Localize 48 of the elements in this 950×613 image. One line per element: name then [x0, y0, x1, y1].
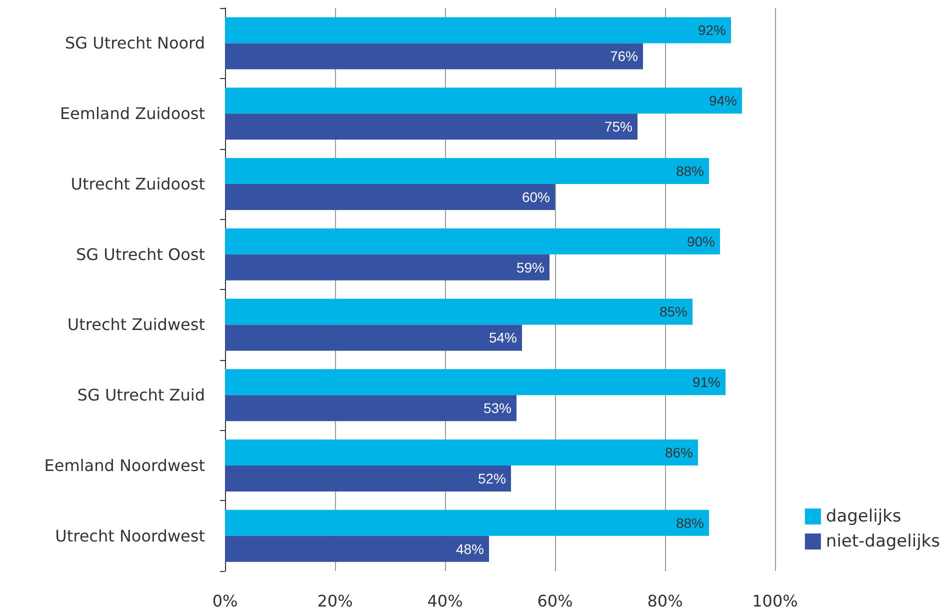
bar	[225, 298, 692, 325]
y-tick-label: SG Utrecht Zuid	[77, 386, 205, 405]
data-label: 59%	[516, 259, 544, 276]
legend-label: dagelijks	[826, 506, 902, 526]
data-label: 88%	[676, 162, 704, 179]
bar	[225, 17, 731, 44]
data-label: 60%	[522, 188, 550, 205]
x-tick-label: 80%	[647, 592, 683, 610]
y-tick-label: Eemland Noordwest	[44, 456, 205, 475]
data-label: 53%	[483, 400, 512, 416]
bar	[225, 158, 709, 184]
bar	[225, 228, 720, 254]
bar	[225, 184, 555, 210]
bar	[225, 439, 698, 466]
data-label: 52%	[478, 470, 506, 486]
y-tick-label: Eemland Zuidoost	[60, 104, 205, 124]
x-tick-label: 40%	[427, 592, 463, 610]
bar	[225, 369, 726, 396]
data-label: 90%	[686, 233, 715, 250]
y-tick-label: Utrecht Zuidoost	[70, 174, 205, 194]
y-tick-label: Utrecht Noordwest	[55, 526, 205, 546]
y-tick-label: SG Utrecht Oost	[76, 244, 205, 264]
y-tick-label: SG Utrecht Noord	[65, 34, 205, 53]
data-label: 76%	[610, 48, 638, 64]
legend-label: niet-dagelijks	[826, 532, 940, 552]
bar	[225, 536, 489, 562]
bar	[225, 395, 516, 422]
bar	[225, 324, 522, 351]
bar	[225, 510, 709, 536]
y-tick-label: Utrecht Zuidwest	[67, 315, 205, 334]
data-label: 85%	[659, 304, 688, 320]
x-tick-label: 60%	[537, 592, 573, 610]
data-label: 88%	[676, 514, 704, 531]
x-tick-label: 20%	[317, 592, 353, 610]
data-label: 92%	[698, 22, 726, 38]
data-label: 54%	[488, 330, 517, 346]
bar	[225, 114, 638, 140]
bar	[225, 254, 550, 280]
x-tick-label: 100%	[752, 592, 798, 610]
bar	[225, 88, 742, 114]
data-label: 94%	[708, 92, 737, 109]
data-label: 91%	[692, 374, 720, 390]
bar	[225, 465, 511, 492]
data-label: 48%	[456, 540, 484, 557]
x-tick-label: 0%	[212, 592, 238, 610]
data-label: 86%	[664, 444, 693, 460]
data-label: 75%	[604, 118, 632, 135]
bar	[225, 43, 643, 70]
